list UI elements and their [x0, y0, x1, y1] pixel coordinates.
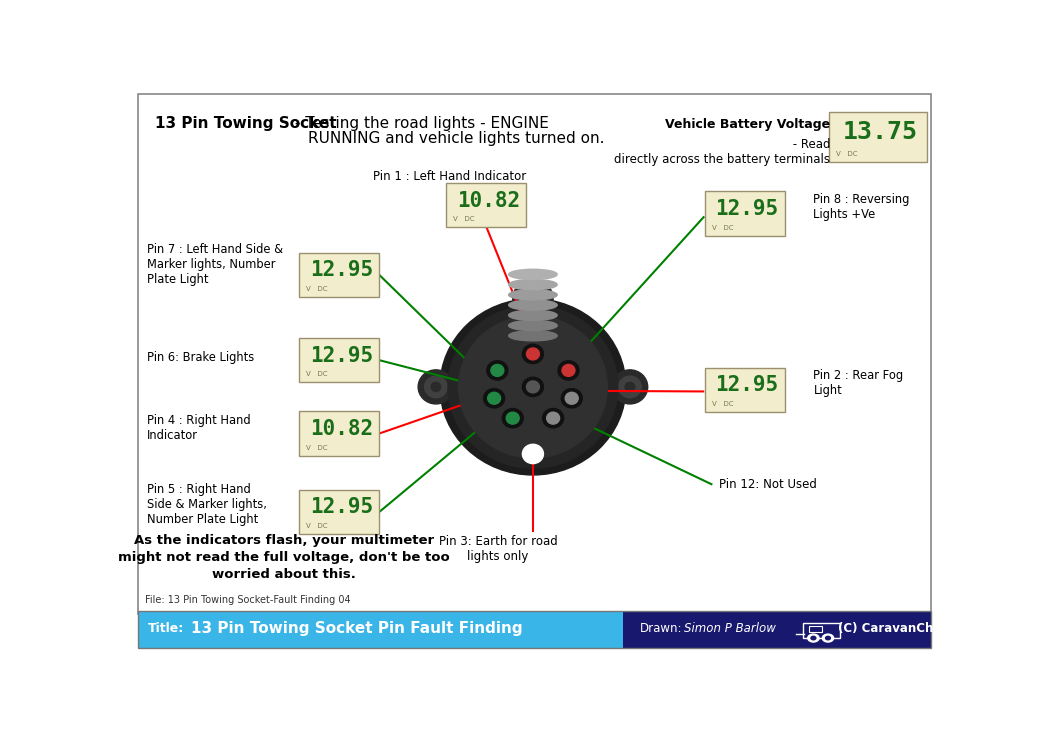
Ellipse shape — [418, 370, 454, 404]
Circle shape — [811, 636, 816, 640]
Ellipse shape — [528, 294, 538, 304]
Ellipse shape — [523, 344, 543, 364]
Text: Pin 2 : Rear Fog
Light: Pin 2 : Rear Fog Light — [814, 369, 903, 397]
FancyBboxPatch shape — [624, 611, 676, 648]
Ellipse shape — [612, 370, 648, 404]
Ellipse shape — [440, 299, 626, 475]
Ellipse shape — [431, 382, 441, 391]
Text: 10.82: 10.82 — [310, 419, 373, 439]
Text: 13.75: 13.75 — [843, 120, 918, 145]
Text: Pin 12: Not Used: Pin 12: Not Used — [719, 478, 817, 491]
Ellipse shape — [487, 361, 508, 380]
FancyBboxPatch shape — [299, 411, 379, 455]
Text: Vehicle Battery Voltage: Vehicle Battery Voltage — [665, 118, 830, 131]
Text: RUNNING and vehicle lights turned on.: RUNNING and vehicle lights turned on. — [309, 131, 605, 146]
Ellipse shape — [523, 377, 543, 396]
FancyBboxPatch shape — [887, 611, 930, 648]
FancyBboxPatch shape — [829, 112, 927, 162]
Ellipse shape — [509, 310, 557, 320]
FancyBboxPatch shape — [728, 611, 781, 648]
Text: 12.95: 12.95 — [715, 199, 779, 219]
Ellipse shape — [562, 365, 575, 376]
Text: V   DC: V DC — [307, 444, 328, 450]
Circle shape — [807, 634, 819, 642]
Text: 10.82: 10.82 — [457, 190, 520, 210]
Text: File: 13 Pin Towing Socket-Fault Finding 04: File: 13 Pin Towing Socket-Fault Finding… — [145, 595, 350, 605]
Text: V   DC: V DC — [836, 151, 858, 156]
Text: 12.95: 12.95 — [310, 261, 373, 280]
Circle shape — [826, 636, 830, 640]
Text: Pin 4 : Right Hand
Indicator: Pin 4 : Right Hand Indicator — [146, 414, 250, 442]
Ellipse shape — [509, 320, 557, 331]
Text: V   DC: V DC — [712, 401, 733, 407]
Ellipse shape — [509, 290, 557, 300]
Ellipse shape — [484, 389, 505, 408]
Text: V   DC: V DC — [307, 371, 328, 377]
FancyBboxPatch shape — [833, 611, 887, 648]
FancyBboxPatch shape — [676, 611, 728, 648]
Text: Pin 6: Brake Lights: Pin 6: Brake Lights — [146, 351, 253, 364]
Ellipse shape — [523, 444, 543, 463]
FancyBboxPatch shape — [299, 338, 379, 382]
Text: Pin 8 : Reversing
Lights +Ve: Pin 8 : Reversing Lights +Ve — [814, 193, 909, 221]
Text: V   DC: V DC — [454, 216, 475, 222]
Ellipse shape — [520, 286, 545, 311]
Text: Simon P Barlow: Simon P Barlow — [684, 622, 776, 635]
Ellipse shape — [448, 306, 617, 468]
Ellipse shape — [509, 269, 557, 280]
Circle shape — [822, 634, 833, 642]
Text: 13 Pin Towing Socket: 13 Pin Towing Socket — [154, 117, 336, 131]
Text: Pin 5 : Right Hand
Side & Marker lights,
Number Plate Light: Pin 5 : Right Hand Side & Marker lights,… — [146, 483, 266, 526]
FancyBboxPatch shape — [139, 94, 930, 614]
Ellipse shape — [459, 316, 607, 458]
Ellipse shape — [509, 280, 557, 290]
Text: - Testing the road lights - ENGINE: - Testing the road lights - ENGINE — [290, 117, 549, 131]
Ellipse shape — [503, 409, 524, 428]
Ellipse shape — [491, 365, 504, 376]
Ellipse shape — [513, 280, 553, 318]
Text: (C) CaravanChronicles.com: (C) CaravanChronicles.com — [838, 622, 1017, 635]
FancyBboxPatch shape — [446, 183, 526, 227]
Text: 12.95: 12.95 — [310, 345, 373, 365]
Ellipse shape — [561, 389, 582, 408]
Ellipse shape — [565, 393, 578, 404]
Ellipse shape — [488, 393, 501, 404]
Ellipse shape — [542, 409, 563, 428]
Text: Pin 3: Earth for road
lights only: Pin 3: Earth for road lights only — [439, 535, 558, 563]
Text: V   DC: V DC — [712, 224, 733, 230]
Ellipse shape — [506, 413, 519, 424]
Text: 12.95: 12.95 — [715, 375, 779, 395]
Text: Drawn:: Drawn: — [639, 622, 682, 635]
Ellipse shape — [625, 382, 635, 391]
Text: 13 Pin Towing Socket Pin Fault Finding: 13 Pin Towing Socket Pin Fault Finding — [191, 621, 523, 636]
FancyBboxPatch shape — [705, 368, 784, 412]
Text: Pin 1 : Left Hand Indicator: Pin 1 : Left Hand Indicator — [373, 170, 527, 183]
FancyBboxPatch shape — [139, 611, 632, 648]
Text: Title:: Title: — [148, 622, 185, 635]
FancyBboxPatch shape — [299, 253, 379, 297]
Text: - Read
directly across the battery terminals: - Read directly across the battery termi… — [614, 138, 830, 166]
FancyBboxPatch shape — [705, 191, 784, 235]
Ellipse shape — [425, 376, 447, 398]
Ellipse shape — [618, 376, 641, 398]
Ellipse shape — [558, 361, 579, 380]
Ellipse shape — [527, 348, 539, 360]
Ellipse shape — [509, 300, 557, 310]
Text: As the indicators flash, your multimeter
might not read the full voltage, don't : As the indicators flash, your multimeter… — [118, 534, 450, 581]
Text: Pin 7 : Left Hand Side &
Marker lights, Number
Plate Light: Pin 7 : Left Hand Side & Marker lights, … — [146, 244, 283, 286]
FancyBboxPatch shape — [299, 490, 379, 534]
FancyBboxPatch shape — [624, 611, 930, 648]
Text: V   DC: V DC — [307, 523, 328, 529]
Text: V   DC: V DC — [307, 286, 328, 292]
Ellipse shape — [547, 413, 560, 424]
Ellipse shape — [509, 331, 557, 341]
Text: 12.95: 12.95 — [310, 497, 373, 517]
Ellipse shape — [527, 381, 539, 393]
FancyBboxPatch shape — [781, 611, 833, 648]
